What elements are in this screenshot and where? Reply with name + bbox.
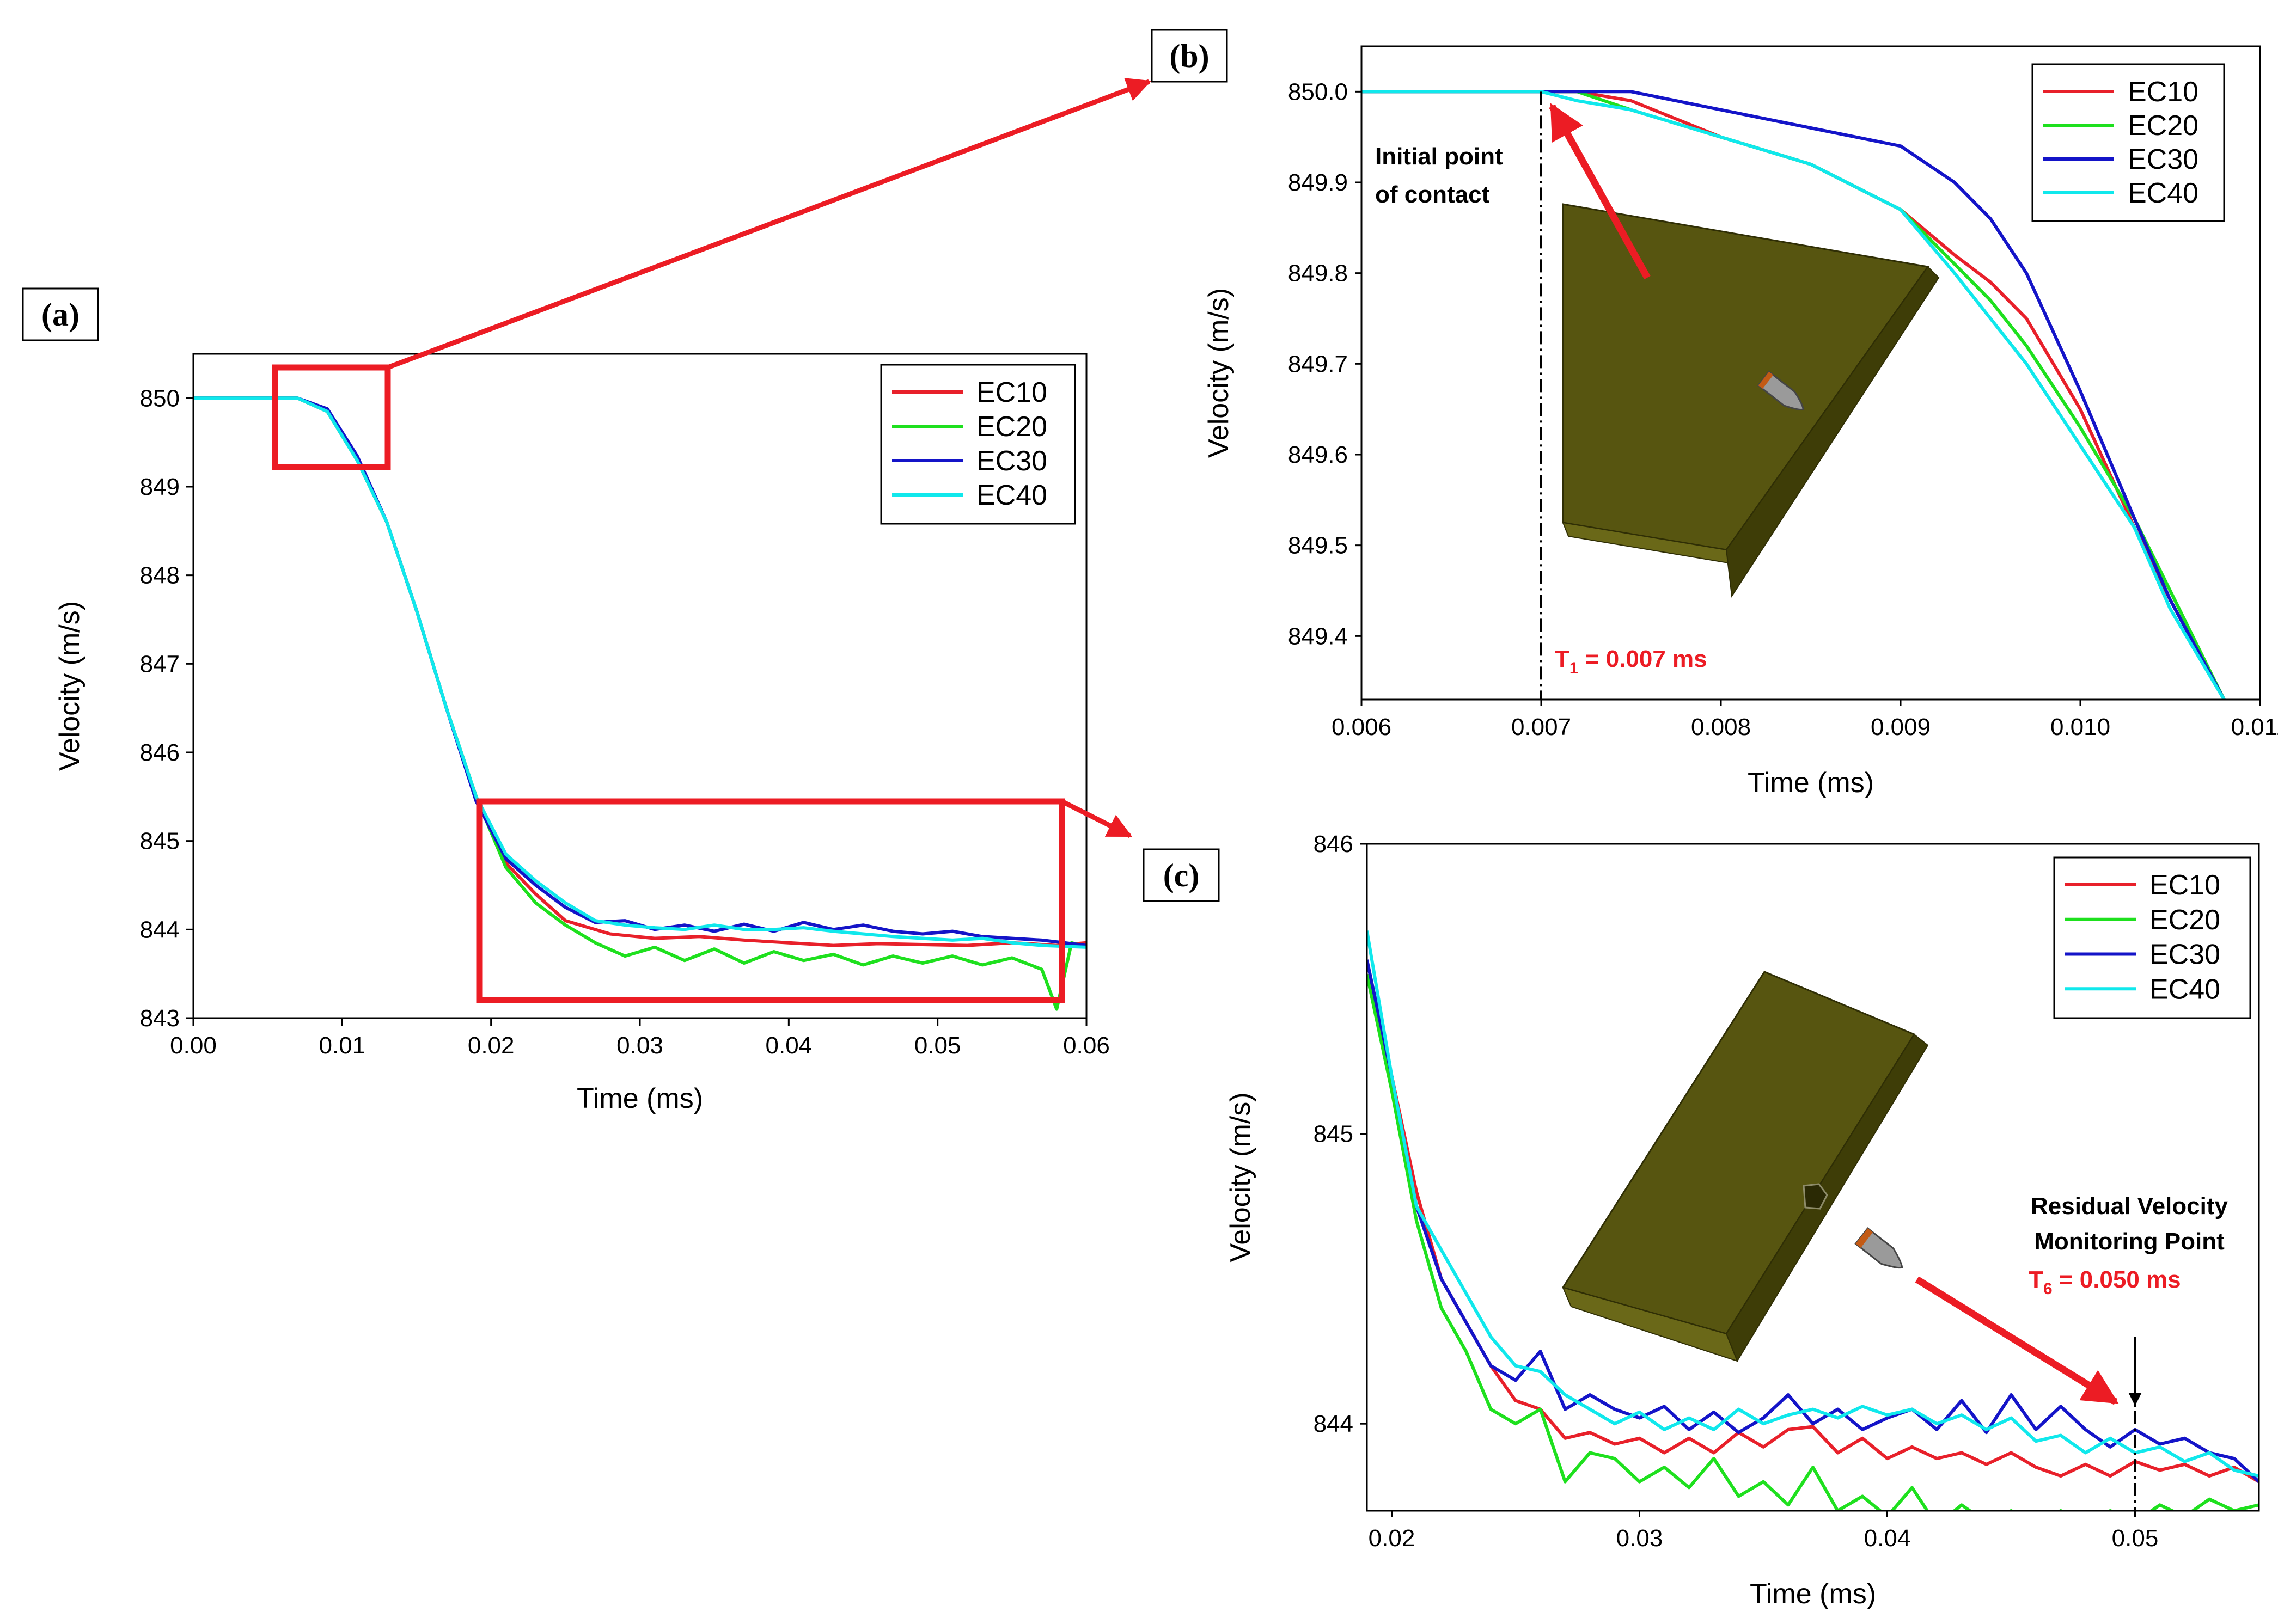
bullet-b xyxy=(1757,370,1804,410)
t1-annotation: T1 = 0.007 ms xyxy=(1555,646,1707,677)
series-line-ec30-b xyxy=(1361,90,2226,700)
x-tick-label-a: 0.00 xyxy=(170,1032,217,1059)
legend-label-ec20-a: EC20 xyxy=(976,411,1047,443)
x-tick-label-b: 0.006 xyxy=(1332,714,1391,740)
legend-label-ec30-b: EC30 xyxy=(2128,144,2198,175)
series-line-ec40-c xyxy=(1367,930,2259,1478)
t1-annotation-value: = 0.007 ms xyxy=(1579,646,1707,672)
contact-label-line2: of contact xyxy=(1375,181,1490,208)
y-tick-label-b: 849.6 xyxy=(1288,442,1348,468)
residual-label-line1: Residual Velocity xyxy=(2031,1193,2228,1219)
plate-illustration-c xyxy=(1561,971,2119,1405)
chart-c: 0.02 0.03 0.04 0.05 844 845 846 Time (ms) Veloci… xyxy=(1225,831,2260,1610)
t6-annotation-value: = 0.050 ms xyxy=(2053,1266,2181,1293)
x-tick-label-a: 0.02 xyxy=(468,1032,515,1059)
y-tick-label-b: 849.7 xyxy=(1288,351,1348,377)
series-line-ec20-b xyxy=(1361,90,2226,700)
y-axis-label-c: Velocity (m/s) xyxy=(1225,1092,1256,1262)
y-tick-label-b: 849.8 xyxy=(1288,260,1348,287)
legend-label-ec10-b: EC10 xyxy=(2128,76,2198,108)
legend-label-ec30-c: EC30 xyxy=(2149,939,2220,971)
x-tick-label-a: 0.05 xyxy=(914,1032,961,1059)
series-line-ec10-c xyxy=(1367,973,2259,1484)
x-tick-label-c: 0.02 xyxy=(1369,1525,1415,1552)
x-tick-label-b: 0.011 xyxy=(2231,714,2278,740)
residual-label-line2: Monitoring Point xyxy=(2034,1228,2225,1255)
y-tick-label-c: 846 xyxy=(1314,831,1353,857)
t6-annotation-sub: 6 xyxy=(2043,1280,2053,1298)
y-tick-label-b: 849.5 xyxy=(1288,532,1348,559)
chart-b: 0.006 0.007 0.008 0.009 0.010 0.011 849.4 849.5… xyxy=(1203,45,2278,799)
contact-arrow xyxy=(1549,103,1651,280)
chart-a: 0.00 0.01 0.02 0.03 0.04 0.05 0.06 843 844 845 846… xyxy=(54,353,1110,1114)
y-tick-label-a: 850 xyxy=(140,385,180,412)
series-line-ec40-b xyxy=(1361,90,2226,700)
bullet-c xyxy=(1854,1227,1903,1269)
zoom-arrow-b xyxy=(387,78,1152,370)
panel-label-b-text: (b) xyxy=(1169,38,1209,74)
legend-label-ec20-b: EC20 xyxy=(2128,110,2198,142)
series-line-ec40-a xyxy=(193,396,1086,949)
y-tick-label-b: 849.9 xyxy=(1288,169,1348,196)
x-tick-label-b: 0.009 xyxy=(1871,714,1931,740)
x-tick-label-a: 0.06 xyxy=(1063,1032,1110,1059)
t1-annotation-sub: 1 xyxy=(1569,659,1579,677)
x-tick-label-a: 0.04 xyxy=(766,1032,813,1059)
y-tick-label-a: 848 xyxy=(140,562,180,589)
series-line-ec20-c xyxy=(1367,974,2259,1511)
y-tick-label-c: 845 xyxy=(1314,1121,1353,1148)
x-tick-label-c: 0.03 xyxy=(1616,1525,1663,1552)
perforation-hole xyxy=(1803,1183,1828,1210)
legend-label-ec20-c: EC20 xyxy=(2149,904,2220,936)
x-tick-label-b: 0.008 xyxy=(1691,714,1751,740)
x-axis-label-a: Time (ms) xyxy=(577,1083,703,1114)
y-tick-label-a: 847 xyxy=(140,651,180,677)
panel-label-a: (a) xyxy=(22,287,99,341)
plot-frame-b xyxy=(1360,45,2261,701)
y-tick-label-b: 850.0 xyxy=(1288,78,1348,105)
y-tick-label-a: 846 xyxy=(140,739,180,766)
y-tick-label-b: 849.4 xyxy=(1288,623,1348,649)
plate-bottom-c xyxy=(1562,1286,1738,1362)
y-tick-label-a: 845 xyxy=(140,828,180,855)
x-axis-label-c: Time (ms) xyxy=(1750,1578,1876,1610)
zoom-box-c xyxy=(476,798,1065,1003)
y-tick-label-a: 844 xyxy=(140,916,180,943)
zoom-arrow-c xyxy=(1060,799,1133,838)
legend-label-ec40-c: EC40 xyxy=(2149,973,2220,1005)
residual-arrow xyxy=(1915,1276,2119,1405)
x-tick-label-b: 0.007 xyxy=(1511,714,1571,740)
x-tick-label-c: 0.04 xyxy=(1864,1525,1911,1552)
panel-label-c-text: (c) xyxy=(1163,857,1200,893)
y-tick-label-a: 843 xyxy=(140,1005,180,1032)
y-axis-label-a: Velocity (m/s) xyxy=(54,601,85,771)
zoom-highlights xyxy=(272,78,1152,1003)
panel-label-c: (c) xyxy=(1143,848,1220,902)
x-tick-label-c: 0.05 xyxy=(2112,1525,2159,1552)
zoom-box-b xyxy=(272,364,391,470)
y-tick-label-c: 844 xyxy=(1314,1411,1353,1437)
legend-label-ec40-a: EC40 xyxy=(976,480,1047,511)
y-axis-label-b: Velocity (m/s) xyxy=(1203,288,1235,458)
legend-label-ec30-a: EC30 xyxy=(976,445,1047,477)
panel-label-b: (b) xyxy=(1151,29,1228,83)
x-axis-label-b: Time (ms) xyxy=(1748,767,1874,799)
series-line-ec30-c xyxy=(1367,959,2259,1483)
plate-side-b xyxy=(1725,266,1940,598)
t6-annotation: T6 = 0.050 ms xyxy=(2029,1266,2181,1298)
plot-frame-c xyxy=(1366,843,2260,1512)
legend-label-ec40-b: EC40 xyxy=(2128,177,2198,209)
panel-label-a-text: (a) xyxy=(41,297,80,333)
legend-label-ec10-a: EC10 xyxy=(976,377,1047,408)
x-tick-label-a: 0.01 xyxy=(319,1032,366,1059)
x-tick-label-a: 0.03 xyxy=(616,1032,663,1059)
legend-label-ec10-c: EC10 xyxy=(2149,869,2220,901)
plate-illustration-b xyxy=(1549,103,1940,598)
contact-label-line1: Initial point xyxy=(1375,143,1503,170)
y-tick-label-a: 849 xyxy=(140,474,180,500)
x-tick-label-b: 0.010 xyxy=(2050,714,2110,740)
